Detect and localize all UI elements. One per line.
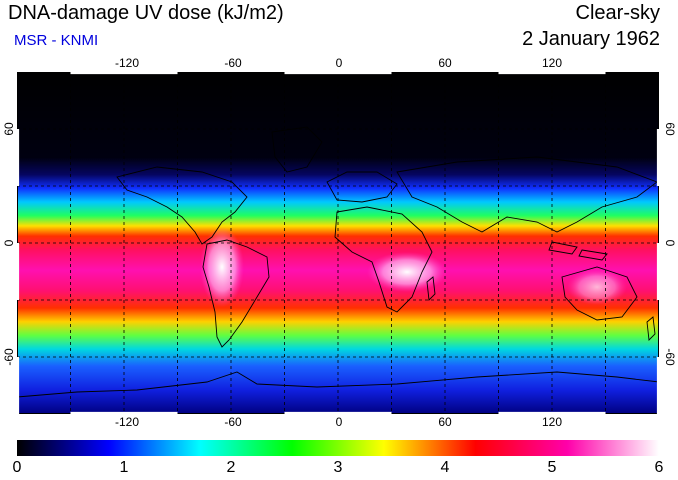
gridlines bbox=[17, 72, 659, 414]
lon-tick-bottom: -120 bbox=[114, 415, 140, 429]
colorbar-gradient bbox=[17, 440, 659, 456]
lat-tick-right: -60 bbox=[663, 348, 677, 366]
colorbar-label: 0 bbox=[12, 459, 22, 476]
colorbar-label: 1 bbox=[119, 459, 129, 476]
map-title: DNA-damage UV dose (kJ/m2) bbox=[8, 2, 284, 24]
coastlines bbox=[17, 126, 659, 398]
lat-tick-right: 60 bbox=[663, 122, 677, 136]
colorbar-label: 2 bbox=[226, 459, 236, 476]
source-label: MSR - KNMI bbox=[14, 32, 99, 49]
south-america-hotspot bbox=[200, 227, 244, 307]
border-ticks bbox=[17, 72, 659, 414]
lon-tick-top: -120 bbox=[114, 56, 140, 70]
uv-dose-map bbox=[17, 72, 659, 414]
colorbar bbox=[17, 440, 659, 456]
lat-tick-left: 0 bbox=[2, 239, 16, 247]
lon-tick-top: 120 bbox=[541, 56, 563, 70]
africa-hotspot bbox=[367, 252, 447, 292]
lon-tick-bottom: -60 bbox=[224, 415, 242, 429]
sky-condition-label: Clear-sky bbox=[575, 2, 660, 24]
colorbar-label: 6 bbox=[654, 459, 664, 476]
colorbar-label: 3 bbox=[333, 459, 343, 476]
lon-tick-top: 0 bbox=[335, 56, 343, 70]
lon-tick-bottom: 60 bbox=[438, 415, 452, 429]
lon-tick-bottom: 0 bbox=[335, 415, 343, 429]
lat-tick-right: 0 bbox=[663, 239, 677, 247]
lon-tick-bottom: 120 bbox=[541, 415, 563, 429]
lat-tick-left: -60 bbox=[2, 348, 16, 366]
uv-dose-map-svg bbox=[17, 72, 659, 414]
lat-tick-left: 60 bbox=[2, 122, 16, 136]
date-label: 2 January 1962 bbox=[522, 28, 660, 50]
lon-tick-top: 60 bbox=[438, 56, 452, 70]
colorbar-label: 5 bbox=[547, 459, 557, 476]
colorbar-label: 4 bbox=[440, 459, 450, 476]
lon-tick-top: -60 bbox=[224, 56, 242, 70]
australia-hotspot bbox=[567, 269, 627, 305]
